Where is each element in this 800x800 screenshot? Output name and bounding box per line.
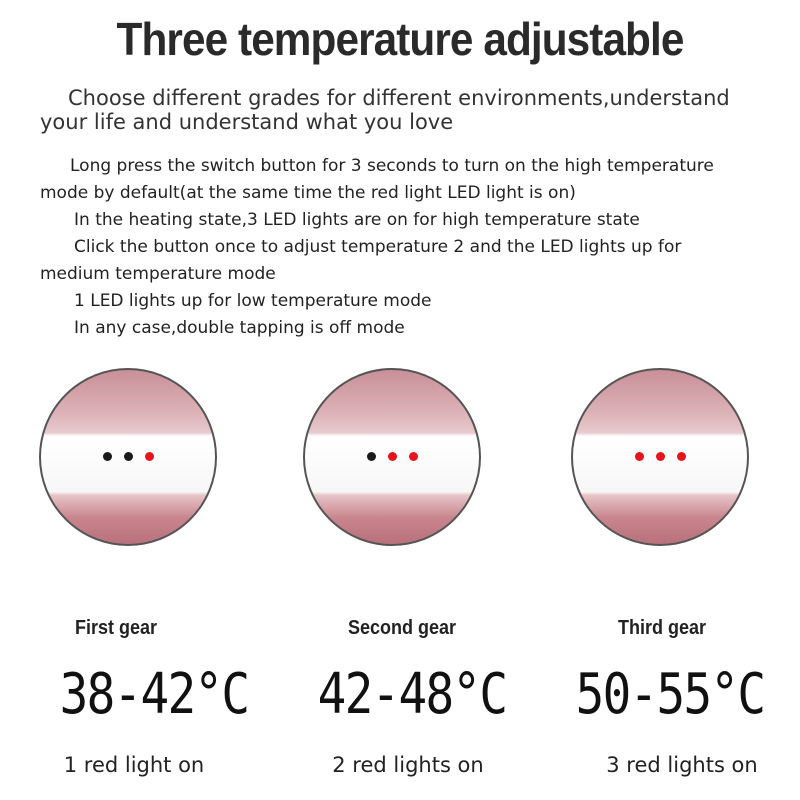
gear-3-lights: 3 red lights on bbox=[606, 753, 758, 777]
gear-1-label: First gear bbox=[74, 617, 158, 639]
instruction-line: Click the button once to adjust temperat… bbox=[74, 237, 682, 257]
led-on-icon bbox=[144, 452, 154, 461]
led-on-icon bbox=[387, 452, 397, 461]
gear-1-lights: 1 red light on bbox=[63, 753, 205, 777]
gear-3-label: Third gear bbox=[617, 617, 707, 639]
instruction-line: Long press the switch button for 3 secon… bbox=[70, 156, 714, 176]
led-on-icon bbox=[408, 452, 418, 461]
gear-2-lights: 2 red lights on bbox=[332, 753, 484, 777]
instruction-line: In the heating state,3 LED lights are on… bbox=[74, 210, 640, 230]
gear-2-temperature: 42-48°C bbox=[317, 662, 508, 727]
instruction-line: 1 LED lights up for low temperature mode bbox=[74, 291, 432, 311]
intro-line: Choose different grades for different en… bbox=[68, 86, 730, 110]
led-off-icon bbox=[123, 452, 133, 461]
page-title: Three temperature adjustable bbox=[116, 13, 685, 65]
gear-1-temperature: 38-42°C bbox=[59, 662, 250, 727]
intro-line: your life and understand what you love bbox=[40, 110, 454, 134]
led-off-icon bbox=[102, 452, 112, 461]
gear-3-temperature: 50-55°C bbox=[575, 662, 766, 727]
led-on-icon bbox=[676, 452, 686, 461]
instruction-line: In any case,double tapping is off mode bbox=[74, 318, 405, 338]
gear-2-device-image bbox=[303, 368, 481, 546]
gear-2-label: Second gear bbox=[347, 617, 457, 639]
instructions: Long press the switch button for 3 secon… bbox=[40, 153, 780, 342]
gear-3-device-image bbox=[571, 368, 749, 546]
intro-text: Choose different grades for different en… bbox=[40, 86, 780, 134]
led-off-icon bbox=[366, 452, 376, 461]
gear-1-device-image bbox=[39, 368, 217, 546]
instruction-line: medium temperature mode bbox=[40, 264, 276, 284]
led-on-icon bbox=[634, 452, 644, 461]
led-on-icon bbox=[655, 452, 665, 461]
instruction-line: mode by default(at the same time the red… bbox=[40, 183, 576, 203]
